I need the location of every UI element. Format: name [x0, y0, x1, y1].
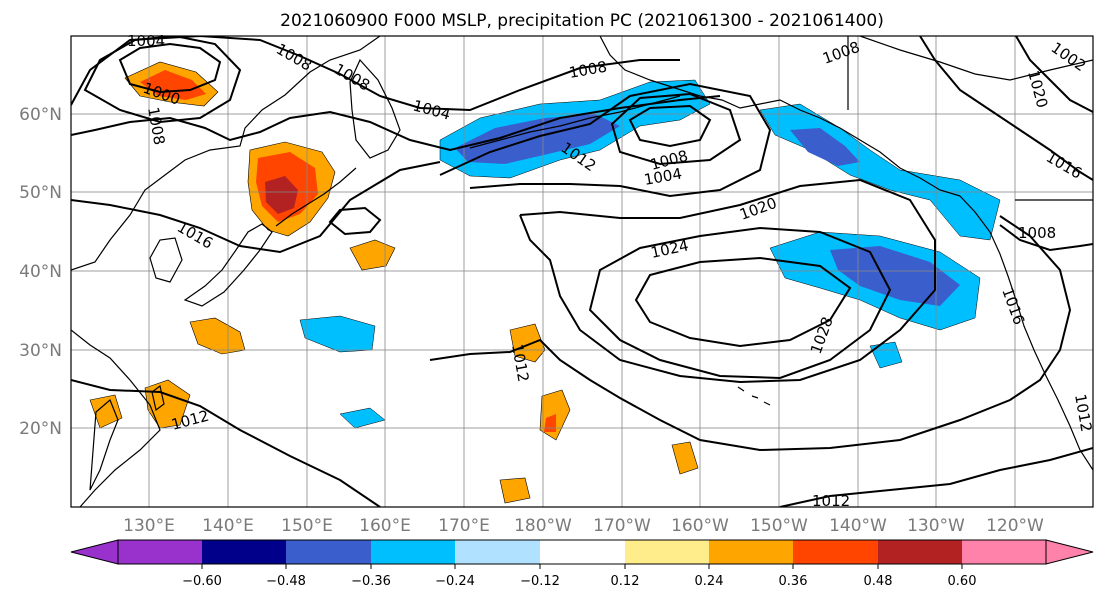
alaska-coastline: [599, 36, 961, 197]
lat-label: 20°N: [19, 419, 62, 439]
negative-anomaly-east: [869, 341, 903, 369]
positive-anomaly-okhotsk-max: [265, 176, 298, 214]
hawaii-islands: [737, 386, 771, 406]
isobar: [118, 42, 222, 94]
isobar-label: 1012: [812, 492, 850, 510]
lon-label: 170°W: [593, 516, 651, 536]
longitude-labels: 130°E 140°E 150°E 160°E 170°E 180°W 170°…: [123, 516, 1044, 536]
colorbar-cell: [540, 540, 625, 564]
isobar: [71, 36, 680, 112]
colorbar-cell: [455, 540, 540, 564]
korea-coastline: [149, 237, 183, 283]
colorbar: −0.60 −0.48 −0.36 −0.24 −0.12 0.12 0.24 0.36 0.4…: [70, 539, 1094, 589]
colorbar-cell: [202, 540, 286, 564]
positive-anomaly-northwest-core: [140, 70, 206, 100]
north-america-coastline: [959, 195, 1093, 471]
colorbar-extend-high: [1045, 539, 1094, 565]
positive-anomaly-south: [499, 477, 531, 504]
colorbar-extend-low: [70, 539, 119, 565]
lat-label: 30°N: [19, 341, 62, 361]
colorbar-cells: [118, 540, 1046, 564]
philippines-coastline: [89, 398, 119, 491]
negative-anomaly-alaska-core: [790, 128, 860, 166]
coastlines: [71, 36, 1093, 507]
colorbar-tick-label: −0.12: [520, 574, 560, 589]
colorbar-tick-label: −0.36: [351, 574, 391, 589]
isobar: [919, 36, 1093, 181]
lon-label: 130°W: [907, 516, 965, 536]
colorbar-tick-label: −0.48: [266, 574, 306, 589]
isobar: [83, 36, 242, 124]
lon-label: 150°E: [281, 516, 333, 536]
canada-coastline: [859, 36, 1093, 81]
lat-label: 50°N: [19, 183, 62, 203]
isobar: [439, 82, 772, 198]
colorbar-tick-label: −0.60: [182, 574, 222, 589]
isobar: [628, 104, 712, 148]
colorbar-cell: [118, 540, 202, 564]
isobar: [999, 224, 1093, 252]
isobar: [1015, 36, 1093, 113]
colorbar-frame: [117, 539, 1047, 565]
colorbar-cell: [286, 540, 371, 564]
colorbar-ticks: −0.60 −0.48 −0.36 −0.24 −0.12 0.12 0.24 0.36 0.4…: [182, 564, 976, 589]
isobar: [634, 256, 852, 348]
positive-anomaly-kuril: [349, 239, 396, 271]
lon-label: 130°E: [123, 516, 175, 536]
kamchatka-coastline: [349, 58, 401, 159]
colorbar-cell: [709, 540, 793, 564]
negative-anomaly-northeast-pacific-core: [830, 246, 960, 306]
colorbar-cell: [625, 540, 709, 564]
colorbar-cell: [878, 540, 962, 564]
isobar: [519, 178, 936, 384]
colorbar-tick-label: 0.48: [864, 574, 893, 589]
isobar: [588, 226, 892, 380]
lon-label: 140°E: [202, 516, 254, 536]
latitude-labels: 60°N 50°N 40°N 30°N 20°N: [19, 105, 62, 439]
isobar: [71, 379, 381, 507]
map-panel: 1004 1008 1008 1008 1000 1008 1004 1012 …: [70, 32, 1095, 510]
isobar: [71, 95, 721, 152]
colorbar-cell: [371, 540, 455, 564]
lon-label: 160°W: [671, 516, 729, 536]
positive-anomaly-hawaii-south: [671, 441, 699, 475]
lon-label: 150°W: [750, 516, 808, 536]
lon-label: 170°E: [438, 516, 490, 536]
lon-label: 140°W: [829, 516, 887, 536]
isobar: [71, 161, 441, 254]
positive-anomaly-philippines: [89, 394, 123, 429]
lat-label: 60°N: [19, 105, 62, 125]
isobar: [429, 215, 1072, 452]
lon-label: 180°W: [514, 516, 572, 536]
isobar: [328, 206, 382, 236]
positive-anomaly-dateline: [509, 323, 546, 363]
china-coastline: [71, 329, 161, 507]
colorbar-cell: [793, 540, 878, 564]
colorbar-tick-label: 0.24: [695, 574, 724, 589]
isobar-label: 1004: [127, 32, 165, 50]
map-frame: [70, 35, 1094, 508]
isobar: [610, 92, 742, 166]
lon-label: 160°E: [359, 516, 411, 536]
map-title: 2021060900 F000 MSLP, precipitation PC (…: [280, 11, 884, 31]
lat-label: 40°N: [19, 262, 62, 282]
colorbar-tick-label: 0.12: [611, 574, 640, 589]
taiwan-coastline: [151, 384, 165, 412]
isobar-label: 1008: [1018, 224, 1056, 242]
colorbar-tick-label: −0.24: [435, 574, 475, 589]
colorbar-tick-label: 0.60: [948, 574, 977, 589]
kuril-islands: [275, 167, 357, 227]
japan-coastline: [183, 223, 273, 307]
isobars: [71, 36, 1093, 507]
colorbar-cell: [962, 540, 1046, 564]
colorbar-tick-label: 0.36: [779, 574, 808, 589]
isobar: [779, 447, 1093, 507]
lon-label: 120°W: [986, 516, 1044, 536]
